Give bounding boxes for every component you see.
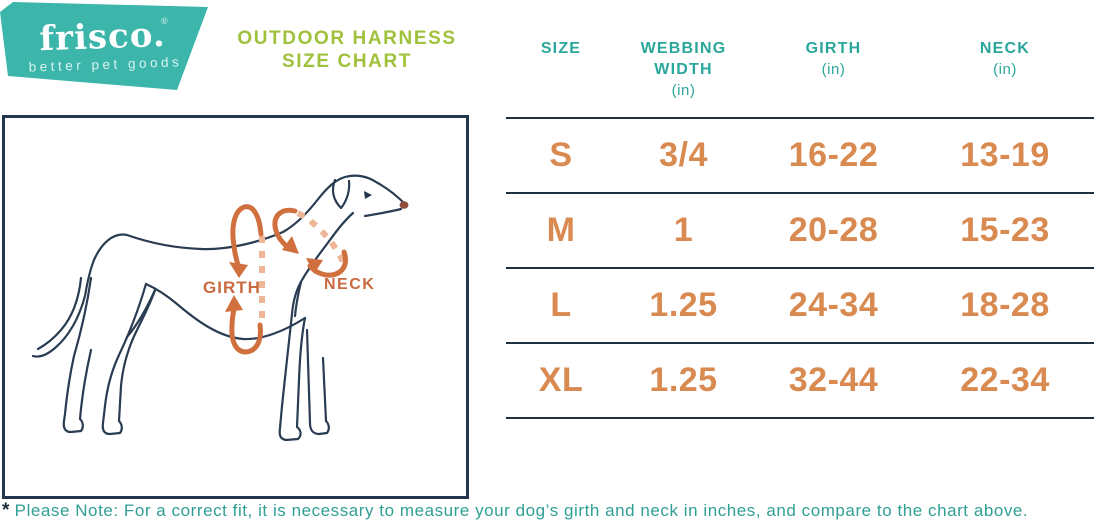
table-body: S 3/4 16-22 13-19 M 1 20-28 15-23 L 1.25… <box>506 117 1094 419</box>
page-title-line1: OUTDOOR HARNESS <box>237 28 457 49</box>
logo-brand-text: frisco. <box>39 15 167 59</box>
logo-badge-shape <box>0 2 208 90</box>
frisco-logo: frisco. ® better pet goods <box>0 2 208 90</box>
cell-girth: 20-28 <box>788 211 879 249</box>
column-header-unit: (in) <box>993 61 1017 78</box>
table-header-row: SIZE WEBBING WIDTH (in) GIRTH (in) NECK … <box>506 38 1094 101</box>
column-header-girth: GIRTH (in) <box>751 38 916 101</box>
column-header-unit: (in) <box>671 82 696 99</box>
dog-outline <box>31 174 407 442</box>
footnote: * Please Note: For a correct fit, it is … <box>2 500 1104 522</box>
footnote-text: Please Note: For a correct fit, it is ne… <box>9 501 1029 520</box>
girth-annotation: GIRTH <box>203 204 265 355</box>
cell-size: XL <box>538 361 584 399</box>
neck-arrow-left-arc <box>272 207 298 251</box>
column-header-label: NECK <box>979 40 1031 57</box>
cell-webbing-width: 1.25 <box>649 361 718 399</box>
table-row-s: S 3/4 16-22 13-19 <box>506 119 1094 194</box>
column-header-unit: (in) <box>821 61 846 78</box>
cell-size: M <box>546 211 576 249</box>
table-row-m: M 1 20-28 15-23 <box>506 194 1094 269</box>
neck-dashed-line <box>296 210 347 267</box>
cell-webbing-width: 1.25 <box>649 286 718 324</box>
dog-illustration: GIRTH NECK <box>31 174 409 442</box>
dog-measurement-diagram: GIRTH NECK <box>2 115 469 499</box>
dog-nose <box>399 201 409 209</box>
dog-eye <box>364 191 372 199</box>
cell-neck: 22-34 <box>960 361 1050 399</box>
cell-webbing-width: 1 <box>673 211 694 249</box>
cell-neck: 18-28 <box>960 286 1050 324</box>
column-header-label: GIRTH <box>805 40 862 57</box>
girth-arrowhead-up <box>225 295 243 312</box>
column-header-webbing-width: WEBBING WIDTH (in) <box>616 38 751 101</box>
footnote-asterisk: * <box>2 500 10 521</box>
cell-neck: 15-23 <box>960 211 1050 249</box>
page-title: OUTDOOR HARNESS SIZE CHART <box>222 27 472 73</box>
girth-arrow-bottom-arc <box>229 306 263 355</box>
girth-label: GIRTH <box>203 278 261 297</box>
girth-arrow-top-arc <box>230 204 264 271</box>
page-title-line2: SIZE CHART <box>282 51 412 72</box>
cell-size: S <box>549 136 573 174</box>
column-header-neck: NECK (in) <box>916 38 1094 101</box>
table-row-l: L 1.25 24-34 18-28 <box>506 269 1094 344</box>
table-row-xl: XL 1.25 32-44 22-34 <box>506 344 1094 419</box>
cell-neck: 13-19 <box>960 136 1050 174</box>
cell-girth: 24-34 <box>788 286 879 324</box>
neck-arrowhead-up-left <box>306 258 323 274</box>
column-header-size: SIZE <box>506 38 616 101</box>
neck-annotation: NECK <box>272 207 375 293</box>
size-table: SIZE WEBBING WIDTH (in) GIRTH (in) NECK … <box>506 38 1094 419</box>
girth-arrowhead-down <box>229 262 248 278</box>
registered-mark: ® <box>161 16 168 26</box>
neck-arrowhead-down-right <box>282 236 299 254</box>
cell-girth: 16-22 <box>788 136 879 174</box>
cell-size: L <box>550 286 572 324</box>
cell-webbing-width: 3/4 <box>659 136 708 174</box>
neck-label: NECK <box>324 276 375 293</box>
column-header-label: SIZE <box>540 40 582 57</box>
column-header-label: WEBBING WIDTH <box>640 40 727 78</box>
logo-tagline: better pet goods <box>29 54 183 74</box>
cell-girth: 32-44 <box>788 361 879 399</box>
